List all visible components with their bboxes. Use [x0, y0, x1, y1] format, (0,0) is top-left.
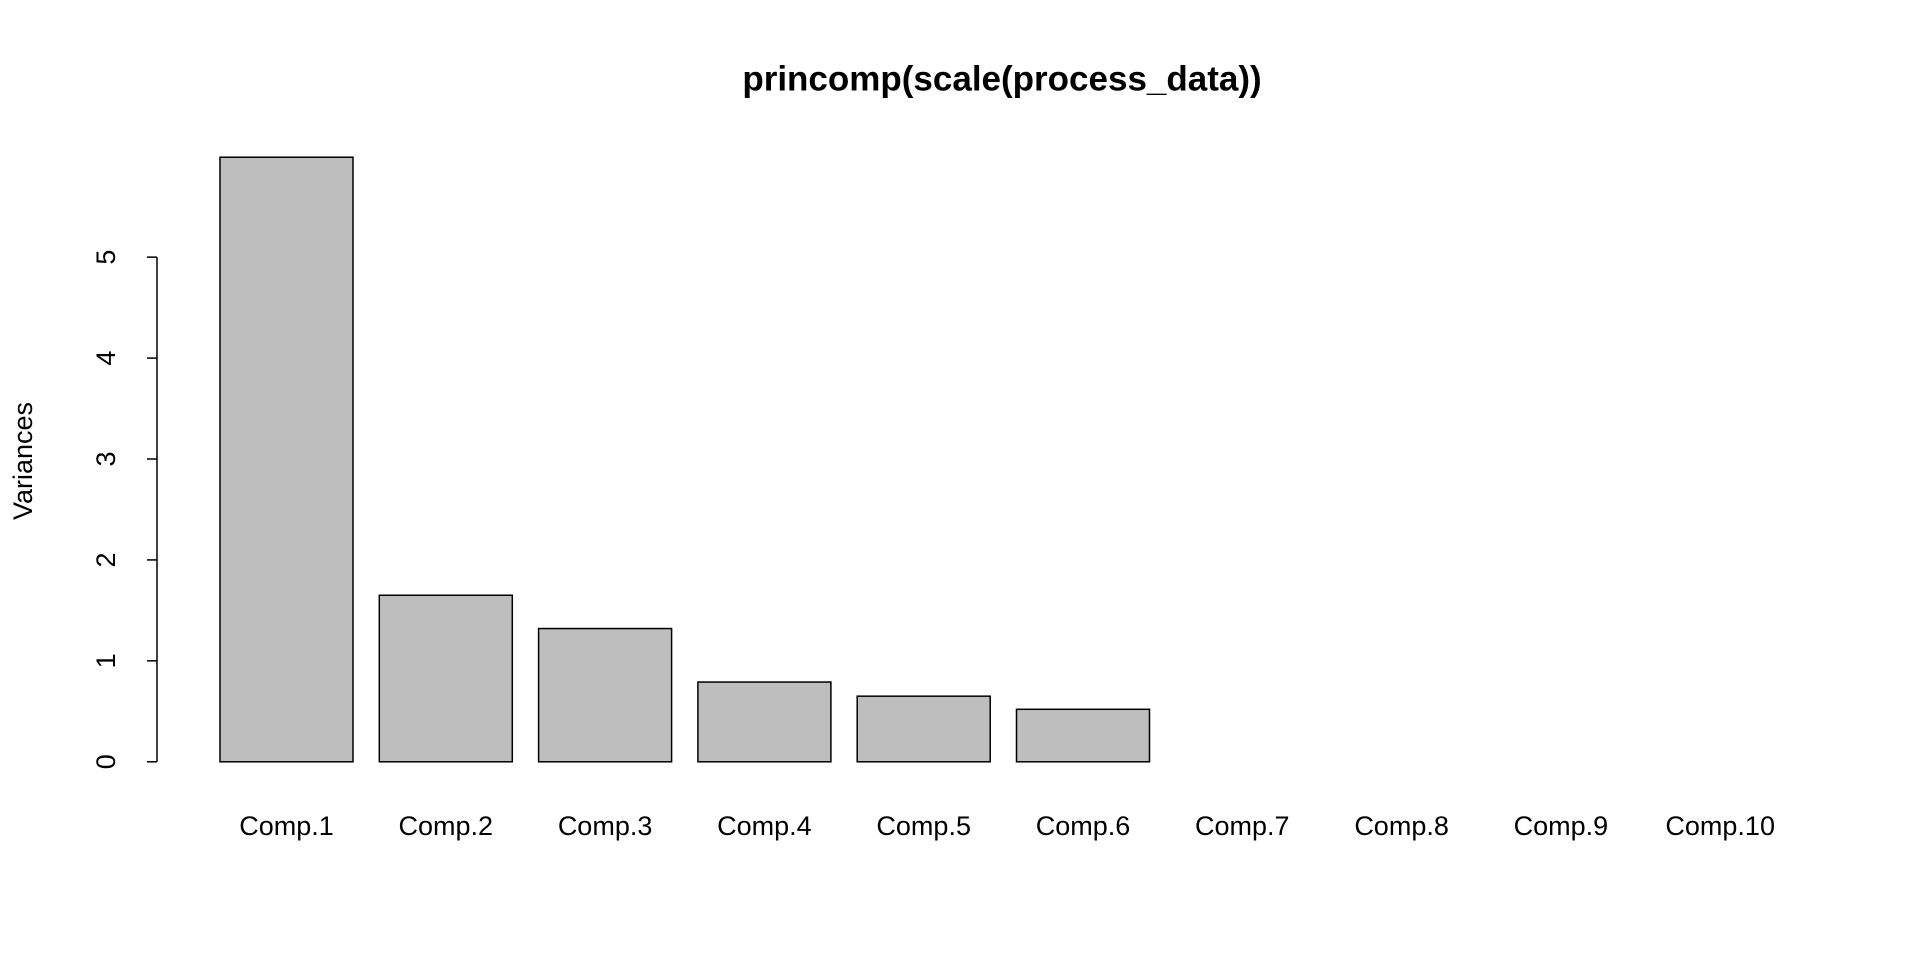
x-tick-label: Comp.4 — [717, 811, 812, 841]
x-tick-label: Comp.9 — [1514, 811, 1609, 841]
y-tick-label: 5 — [91, 250, 121, 265]
bar — [856, 695, 991, 763]
bar — [697, 681, 832, 763]
x-tick-label: Comp.6 — [1036, 811, 1131, 841]
y-tick-label: 2 — [91, 552, 121, 567]
x-tick-label: Comp.3 — [558, 811, 653, 841]
y-axis-label: Variances — [8, 402, 38, 520]
bar — [1015, 708, 1151, 763]
bar — [219, 156, 354, 763]
bar — [378, 594, 514, 763]
x-tick-label: Comp.7 — [1195, 811, 1290, 841]
y-tick-label: 0 — [91, 754, 121, 769]
chart-title: princomp(scale(process_data)) — [742, 59, 1261, 98]
x-tick-label: Comp.8 — [1354, 811, 1449, 841]
y-tick-label: 1 — [91, 653, 121, 668]
bar — [537, 627, 673, 763]
y-tick-label: 3 — [91, 451, 121, 466]
y-tick-label: 4 — [91, 351, 121, 366]
x-tick-label: Comp.1 — [239, 811, 334, 841]
x-tick-label: Comp.2 — [399, 811, 494, 841]
x-tick-label: Comp.5 — [876, 811, 971, 841]
x-tick-label: Comp.10 — [1665, 811, 1775, 841]
